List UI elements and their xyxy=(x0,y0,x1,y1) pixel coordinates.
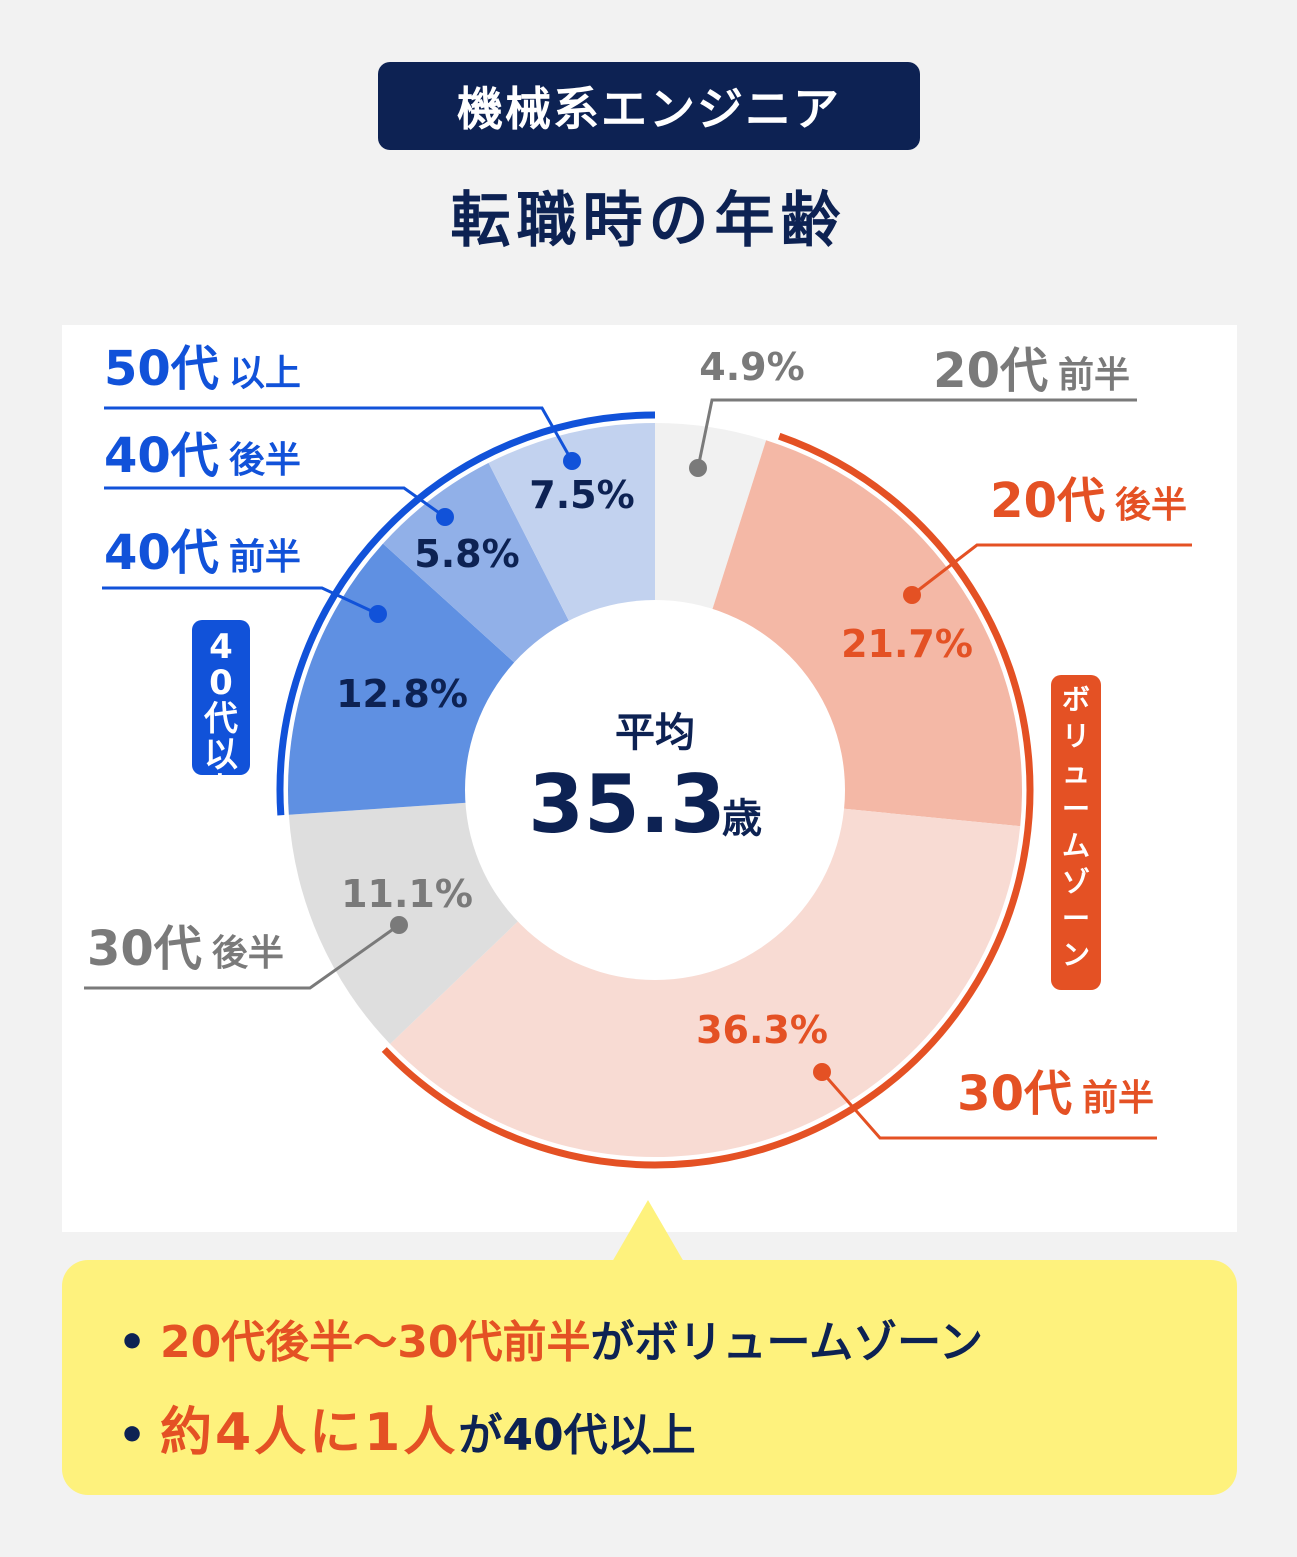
summary-highlight-1: 20代後半〜30代前半 xyxy=(160,1317,591,1368)
leader-dot xyxy=(563,452,581,470)
slice-value-label: 36.3% xyxy=(696,1008,828,1052)
summary-callout: • 20代後半〜30代前半がボリュームゾーン • 約4人に1人が40代以上 xyxy=(62,1260,1237,1495)
summary-highlight-2: 約4人に1人 xyxy=(160,1403,459,1463)
category-label: 30代 前半 xyxy=(957,1066,1154,1122)
leader-dot xyxy=(813,1063,831,1081)
donut-chart: 4.9% 20代 前半 21.7% 20代 後半 36.3% 30代 前半 11.1% 30代 後半 1… xyxy=(84,341,1192,1169)
slice-value-label: 21.7% xyxy=(841,622,973,666)
leader-line xyxy=(84,923,400,990)
leader-dot xyxy=(369,605,387,623)
summary-text-2: が40代以上 xyxy=(458,1410,696,1461)
category-badge: 機械系エンジニア xyxy=(378,62,920,150)
chart-panel: 4.9% 20代 前半 21.7% 20代 後半 36.3% 30代 前半 11.1% 30代 後半 1… xyxy=(62,325,1237,1232)
leader-dot xyxy=(390,916,408,934)
leader-line xyxy=(911,543,1192,597)
leader-line xyxy=(696,398,1137,469)
bullet-icon: • xyxy=(118,1317,147,1368)
bullet-icon: • xyxy=(118,1410,147,1461)
summary-text-1: がボリュームゾーン xyxy=(590,1317,983,1368)
leader-dot xyxy=(903,586,921,604)
volume-zone-badge xyxy=(1051,675,1101,990)
slice-value-label: 11.1% xyxy=(341,872,473,916)
over40-badge xyxy=(192,620,250,775)
leader-dot xyxy=(436,508,454,526)
slice-value-label: 12.8% xyxy=(336,672,468,716)
category-label: 20代 前半 xyxy=(933,343,1130,399)
leader-line xyxy=(102,586,379,616)
slice-value-label: 5.8% xyxy=(414,532,519,576)
center-label: 平均 xyxy=(615,710,695,756)
volume-zone-arc xyxy=(381,432,1034,1169)
category-label: 40代 後半 xyxy=(104,428,301,484)
leader-line xyxy=(104,406,574,462)
leader-line xyxy=(104,486,446,519)
category-label: 50代 以上 xyxy=(104,341,301,397)
volume-zone-badge-text: ボリュームゾーン xyxy=(1062,683,1090,972)
summary-point-2: • 約4人に1人が40代以上 xyxy=(118,1390,696,1465)
average-value: 35.3 xyxy=(528,758,725,851)
center-hole xyxy=(465,600,845,980)
pie-slice xyxy=(390,790,1021,1157)
over40-arc xyxy=(276,411,656,816)
category-label: 30代 後半 xyxy=(87,921,284,977)
chart-title: 転職時の年齢 xyxy=(450,186,847,256)
average-unit: 歳 xyxy=(722,796,762,842)
over40-badge-text: 4 0 代以上 xyxy=(203,627,238,811)
callout-pointer xyxy=(612,1200,684,1262)
leader-line xyxy=(820,1071,1157,1140)
category-label: 20代 後半 xyxy=(990,473,1187,529)
leader-dot xyxy=(689,459,707,477)
summary-point-1: • 20代後半〜30代前半がボリュームゾーン xyxy=(118,1306,983,1370)
slice-value-label: 7.5% xyxy=(529,473,634,517)
slice-value-label: 4.9% xyxy=(699,345,804,389)
category-label: 40代 前半 xyxy=(104,525,301,581)
